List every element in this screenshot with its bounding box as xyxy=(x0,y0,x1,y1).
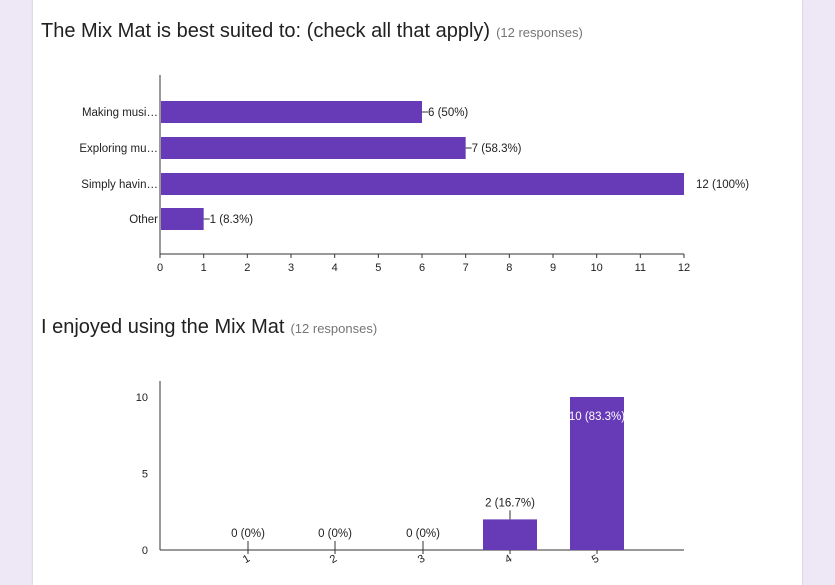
category-label: Making musi… xyxy=(82,107,158,119)
x-tick-label: 2 xyxy=(244,262,250,274)
bar xyxy=(483,519,537,550)
x-tick-label: 11 xyxy=(635,262,646,274)
y-tick-label: 0 xyxy=(142,545,148,557)
x-tick-label: 4 xyxy=(503,553,514,566)
x-tick-label: 1 xyxy=(241,553,252,566)
x-tick-label: 3 xyxy=(416,553,427,566)
results-card xyxy=(33,0,802,585)
data-label: 6 (50%) xyxy=(428,107,468,119)
data-label: 0 (0%) xyxy=(318,528,352,540)
bar xyxy=(161,137,466,159)
x-tick-label: 8 xyxy=(506,262,512,274)
data-label: 2 (16.7%) xyxy=(485,497,535,509)
category-label: Other xyxy=(129,214,158,226)
x-tick-label: 6 xyxy=(419,262,425,274)
x-tick-label: 3 xyxy=(288,262,294,274)
x-tick-label: 1 xyxy=(201,262,207,274)
question-2-title: I enjoyed using the Mix Mat (12 responses… xyxy=(41,316,377,339)
y-tick-label: 5 xyxy=(142,469,148,481)
x-tick-label: 4 xyxy=(332,262,338,274)
x-tick-label: 2 xyxy=(328,553,339,566)
question-1-response-count: (12 responses) xyxy=(496,25,583,40)
category-label: Simply havin… xyxy=(81,179,158,191)
bar xyxy=(570,397,624,550)
data-label: 1 (8.3%) xyxy=(210,214,254,226)
data-label: 7 (58.3%) xyxy=(472,143,522,155)
data-label: 10 (83.3%) xyxy=(569,411,625,423)
x-tick-label: 0 xyxy=(157,262,163,274)
question-1-title-text: The Mix Mat is best suited to: (check al… xyxy=(41,20,491,42)
x-tick-label: 12 xyxy=(678,262,690,274)
question-1-title: The Mix Mat is best suited to: (check al… xyxy=(41,20,583,43)
x-tick-label: 5 xyxy=(375,262,381,274)
x-tick-label: 5 xyxy=(590,553,601,566)
question-2-response-count: (12 responses) xyxy=(290,321,378,336)
data-label: 0 (0%) xyxy=(406,528,440,540)
data-label: 0 (0%) xyxy=(231,528,265,540)
category-label: Exploring mu… xyxy=(79,143,158,155)
x-tick-label: 7 xyxy=(463,262,469,274)
bar xyxy=(161,101,422,123)
bar xyxy=(161,173,684,195)
x-tick-label: 9 xyxy=(550,262,556,274)
data-label: 12 (100%) xyxy=(696,179,749,191)
x-tick-label: 10 xyxy=(591,262,603,274)
question-2-title-text: I enjoyed using the Mix Mat xyxy=(41,316,285,338)
y-tick-label: 10 xyxy=(136,392,148,404)
bar xyxy=(161,208,204,230)
